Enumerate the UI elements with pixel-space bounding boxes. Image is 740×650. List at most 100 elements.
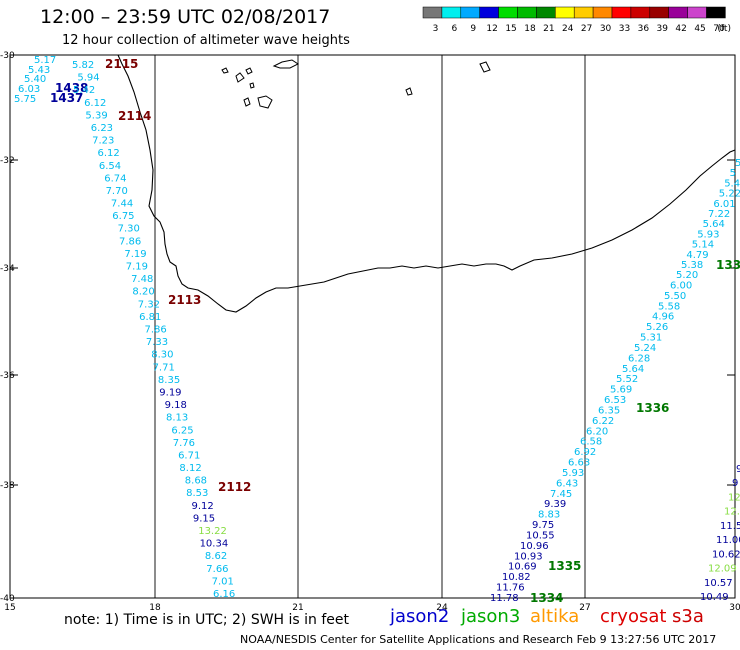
track-a-time: 1437	[50, 91, 83, 105]
track-a-value: 6.03	[18, 84, 40, 95]
island-5	[243, 97, 251, 107]
lat-tick-label: -34	[0, 264, 15, 274]
legend-unit: (ft)	[717, 24, 731, 34]
track-b-value: 5.94	[77, 73, 99, 84]
lon-tick-label: 27	[579, 603, 590, 613]
graticule	[10, 55, 735, 598]
legend-label: 42	[675, 24, 686, 34]
legend-swatch	[498, 6, 518, 19]
track-c-value: 11.76	[496, 583, 525, 594]
track-c-value: 10.96	[520, 541, 549, 552]
legend-label: 70	[713, 24, 725, 34]
track-b-value: 7.30	[118, 224, 140, 235]
track-c-value: 6.22	[592, 416, 614, 427]
legend-label: 15	[505, 24, 516, 34]
track-c-value: 6.00	[670, 280, 692, 291]
lon-tick-label: 30	[729, 603, 740, 613]
track-b-value: 8.53	[186, 488, 208, 499]
track-b-value: 6.16	[213, 589, 235, 600]
track-b-value: 13.22	[198, 526, 227, 537]
satellite-s3a: s3a	[672, 606, 704, 627]
track-c-value: 6.20	[586, 426, 608, 437]
track-c-value: 9.39	[544, 499, 566, 510]
map-subtitle: 12 hour collection of altimeter wave hei…	[62, 33, 350, 48]
track-c-value: 5.31	[640, 333, 662, 344]
legend-label: 33	[619, 24, 630, 34]
track-c-value: 6.63	[568, 458, 590, 469]
track-b-value: 10.34	[200, 539, 229, 550]
track-c-value: 5.64	[622, 364, 644, 375]
track-b-value: 7.33	[146, 337, 168, 348]
legend-label: 36	[638, 24, 650, 34]
satellite-jason3: jason3	[461, 606, 521, 627]
track-d-value: 5.4	[724, 178, 740, 189]
lon-tick-label: 21	[292, 603, 303, 613]
track-e-value: 10.62	[712, 549, 740, 560]
track-c-value: 5.20	[676, 270, 698, 281]
legend-label: 39	[657, 24, 669, 34]
track-c-value: 11.78	[490, 593, 519, 604]
track-c-time: 1334	[530, 591, 563, 605]
track-c-value: 5.93	[562, 468, 584, 479]
track-d-value: 5.14	[692, 240, 714, 251]
legend-swatch	[630, 6, 651, 19]
track-b-value: 7.19	[124, 249, 146, 260]
track-b-value: 7.32	[138, 299, 160, 310]
legend-swatch	[668, 6, 688, 19]
track-b-value: 7.48	[131, 274, 153, 285]
track-b-time: 2113	[168, 293, 201, 307]
legend-label: 21	[543, 24, 554, 34]
track-a-value: 5.75	[14, 94, 36, 105]
track-c-value: 5.50	[664, 291, 686, 302]
axis-ticks: 15 18 21 24 27 30 -30 -32 -34 -36 -38 -40	[0, 51, 740, 613]
track-c-value: 6.43	[556, 478, 578, 489]
track-b-value: 7.44	[111, 199, 133, 210]
track-a-value: 5.40	[24, 74, 46, 85]
track-d-value: 5.64	[703, 219, 725, 230]
track-b-value: 7.70	[106, 186, 128, 197]
legend-label: 9	[470, 24, 476, 34]
track-c-value: 9.75	[532, 520, 554, 531]
legend-label: 12	[486, 24, 497, 34]
track-d-time: 133	[716, 258, 740, 272]
legend-swatch	[573, 6, 594, 19]
legend-label: 27	[581, 24, 592, 34]
track-b-value: 6.23	[91, 123, 113, 134]
track-e-value: 12.	[728, 492, 740, 503]
coastline	[117, 54, 736, 313]
track-b-value: 7.86	[145, 325, 167, 336]
track-b-time: 2115	[105, 57, 138, 71]
track-b-value: 7.86	[119, 236, 141, 247]
track-d-value: 7.22	[708, 209, 730, 220]
track-b-value: 8.35	[158, 375, 180, 386]
legend-swatch	[592, 6, 613, 19]
track-e-value: 11.00	[716, 535, 740, 546]
color-legend: 3 6 9 12 15 18 21 24 27 30 33 36 39 42 45 70(ft)	[422, 6, 731, 34]
lon-tick-label: 15	[4, 603, 15, 613]
legend-label: 30	[600, 24, 612, 34]
track-b-value: 5.42	[73, 85, 95, 96]
track-b-value: 6.71	[178, 450, 200, 461]
track-b-value: 7.76	[173, 438, 195, 449]
track-b-value: 6.74	[104, 173, 126, 184]
track-c-value: 8.83	[538, 510, 560, 521]
track-b-value: 6.12	[98, 148, 120, 159]
lat-tick-label: -30	[0, 51, 15, 61]
map-frame	[9, 54, 736, 599]
track-c-value: 5.52	[616, 374, 638, 385]
track-b-value: 8.20	[132, 287, 154, 298]
track-c-value: 5.24	[634, 343, 656, 354]
lat-tick-label: -38	[0, 481, 15, 491]
track-c-value: 5.69	[610, 385, 632, 396]
track-b-value: 9.12	[192, 501, 214, 512]
satellite-jason2: jason2	[390, 606, 450, 627]
track-e-value: 12.09	[708, 564, 737, 575]
track-a-time: 1438	[55, 81, 88, 95]
track-b-time: 2112	[218, 480, 251, 494]
track-d-value: 5.93	[697, 229, 719, 240]
legend-label: 24	[562, 24, 574, 34]
track-c-value: 6.53	[604, 395, 626, 406]
island-7	[479, 61, 491, 73]
